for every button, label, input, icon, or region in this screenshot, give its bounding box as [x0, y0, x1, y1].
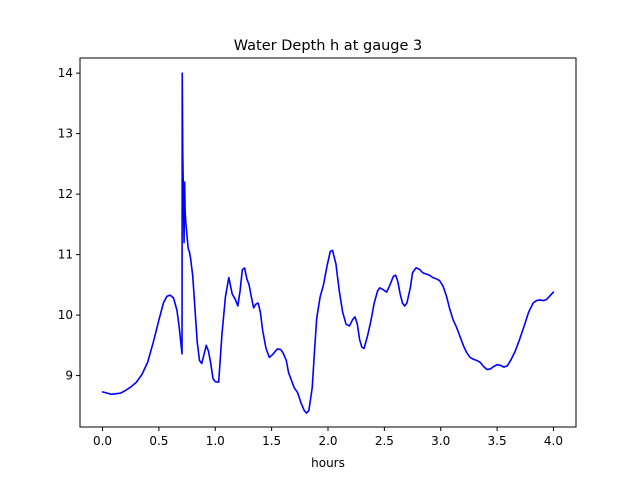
x-tick-label: 3.5: [488, 434, 507, 448]
x-tick-label: 0.5: [149, 434, 168, 448]
y-tick-label: 13: [58, 127, 73, 141]
x-tick-label: 4.0: [544, 434, 563, 448]
plot-area: [101, 72, 555, 414]
x-tick-label: 0.0: [93, 434, 112, 448]
chart-title: Water Depth h at gauge 3: [234, 38, 422, 54]
x-tick-label: 3.0: [431, 434, 450, 448]
x-tick-label: 1.0: [206, 434, 225, 448]
series-line-1: [101, 72, 555, 414]
y-tick-label: 12: [58, 187, 73, 201]
y-axis: 9 10 11 12 13 14: [58, 66, 80, 383]
y-tick-label: 11: [58, 248, 73, 262]
x-axis: 0.0 0.5 1.0 1.5 2.0 2.5 3.0 3.5 4.0: [93, 427, 563, 448]
x-tick-label: 2.0: [318, 434, 337, 448]
y-tick-label: 9: [65, 369, 73, 383]
x-axis-label: hours: [311, 456, 345, 470]
x-tick-label: 2.5: [375, 434, 394, 448]
x-tick-label: 1.5: [262, 434, 281, 448]
y-tick-label: 10: [58, 308, 73, 322]
y-tick-label: 14: [58, 66, 73, 80]
